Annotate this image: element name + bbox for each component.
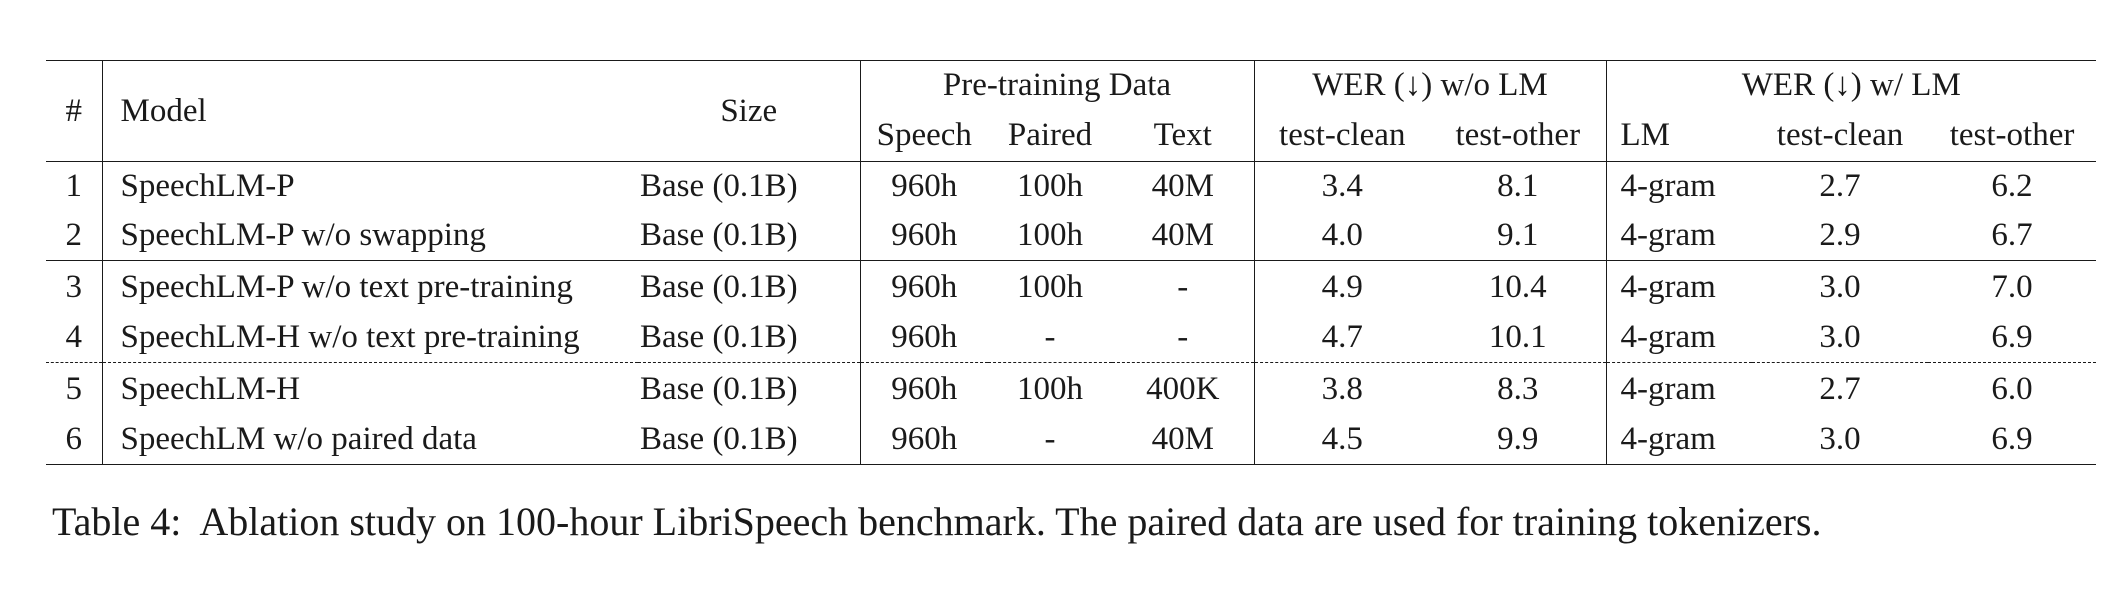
header-text: Text bbox=[1112, 109, 1255, 162]
row-lm-test-other: 7.0 bbox=[1928, 260, 2097, 313]
row-lm-test-clean: 3.0 bbox=[1752, 260, 1929, 313]
row-lm-test-other: 6.9 bbox=[1928, 415, 2097, 465]
row-model: SpeechLM-H w/o text pre-training bbox=[120, 319, 580, 355]
row-text: 400K bbox=[1112, 362, 1255, 415]
header-lm-test-clean: test-clean bbox=[1776, 116, 1904, 153]
table-row: 4 SpeechLM-H w/o text pre-training Base … bbox=[46, 313, 2096, 363]
row-model: SpeechLM w/o paired data bbox=[102, 415, 638, 465]
header-lm: LM bbox=[1620, 116, 1671, 153]
row-model: SpeechLM-H bbox=[102, 362, 638, 415]
row-index: 6 bbox=[46, 415, 103, 465]
header-speech: Speech bbox=[876, 116, 972, 153]
row-index: 4 bbox=[46, 313, 103, 363]
row-test-clean: 4.0 bbox=[1321, 217, 1363, 253]
header-size: Size bbox=[638, 60, 861, 162]
row-speech: 960h bbox=[860, 415, 988, 465]
row-size: Base (0.1B) bbox=[638, 161, 861, 211]
header-test-clean: test-clean bbox=[1279, 116, 1406, 153]
row-paired: 100h bbox=[988, 362, 1112, 415]
row-lm-test-clean: 2.7 bbox=[1752, 362, 1929, 415]
row-text: 40M bbox=[1112, 211, 1255, 261]
row-text: - bbox=[1112, 313, 1255, 363]
row-model: SpeechLM-P w/o text pre-training bbox=[102, 260, 638, 313]
row-lm-test-other: 6.9 bbox=[1991, 319, 2033, 355]
table-row: 3 SpeechLM-P w/o text pre-training Base … bbox=[46, 260, 2097, 313]
row-test-clean: 3.4 bbox=[1254, 161, 1430, 211]
results-table-container: # Model Size Pre-training Data WER (↓) w… bbox=[46, 60, 2097, 465]
row-model: SpeechLM-P w/o swapping bbox=[120, 217, 486, 253]
row-lm: 4-gram bbox=[1606, 415, 1753, 465]
row-lm-test-clean: 2.9 bbox=[1819, 217, 1861, 253]
row-size: Base (0.1B) bbox=[638, 211, 861, 261]
header-lm-test-other: test-other bbox=[1949, 116, 2075, 153]
table-row: 5 SpeechLM-H Base (0.1B) 960h 100h 400K … bbox=[46, 362, 2097, 415]
header-paired: Paired bbox=[1007, 116, 1093, 153]
row-lm-test-clean: 2.7 bbox=[1752, 161, 1929, 211]
row-lm: 4-gram bbox=[1606, 161, 1753, 211]
row-lm-test-other: 6.7 bbox=[1991, 217, 2033, 253]
row-test-other: 9.1 bbox=[1430, 211, 1607, 261]
row-lm: 4-gram bbox=[1620, 217, 1716, 253]
row-size: Base (0.1B) bbox=[638, 415, 861, 465]
header-row-group: # Model Size Pre-training Data WER (↓) w… bbox=[46, 60, 2097, 162]
row-paired: 100h bbox=[988, 260, 1112, 313]
table-row: 6 SpeechLM w/o paired data Base (0.1B) 9… bbox=[46, 415, 2097, 465]
caption-label: Table 4: bbox=[52, 499, 182, 544]
row-model: SpeechLM-P bbox=[102, 161, 638, 211]
row-index: 1 bbox=[46, 161, 103, 211]
row-text: 40M bbox=[1112, 161, 1255, 211]
row-test-other: 9.9 bbox=[1430, 415, 1607, 465]
row-index: 5 bbox=[46, 362, 103, 415]
row-lm-test-other: 6.2 bbox=[1928, 161, 2097, 211]
row-test-clean: 4.7 bbox=[1321, 319, 1363, 355]
row-test-other: 10.1 bbox=[1430, 313, 1607, 363]
row-paired: 100h bbox=[988, 161, 1112, 211]
header-row-columns: Speech Paired Text test-clean test-other… bbox=[46, 109, 2096, 162]
ablation-table: # Model Size Pre-training Data WER (↓) w… bbox=[46, 60, 2097, 465]
caption-text: Ablation study on 100-hour LibriSpeech b… bbox=[199, 499, 1822, 544]
row-lm: 4-gram bbox=[1620, 319, 1716, 355]
row-test-clean: 4.5 bbox=[1254, 415, 1430, 465]
row-paired: - bbox=[988, 415, 1112, 465]
header-index: # bbox=[46, 60, 103, 162]
row-lm-test-other: 6.0 bbox=[1928, 362, 2097, 415]
header-wer-without-lm: WER (↓) w/o LM bbox=[1254, 60, 1607, 109]
header-test-other: test-other bbox=[1430, 109, 1607, 162]
row-speech: 960h bbox=[860, 260, 988, 313]
row-speech: 960h bbox=[860, 161, 988, 211]
header-wer-with-lm: WER (↓) w/ LM bbox=[1606, 60, 2097, 109]
header-model: Model bbox=[102, 60, 638, 162]
row-lm: 4-gram bbox=[1606, 362, 1753, 415]
row-text: 40M bbox=[1112, 415, 1255, 465]
row-paired: - bbox=[1044, 319, 1056, 355]
row-speech: 960h bbox=[860, 362, 988, 415]
row-lm-test-clean: 3.0 bbox=[1819, 319, 1861, 355]
table-caption: Table 4: Ablation study on 100-hour Libri… bbox=[52, 500, 2092, 544]
row-speech: 960h bbox=[891, 217, 958, 253]
row-paired: 100h bbox=[1017, 217, 1083, 253]
row-lm-test-clean: 3.0 bbox=[1752, 415, 1929, 465]
row-test-other: 8.1 bbox=[1430, 161, 1607, 211]
row-test-other: 10.4 bbox=[1430, 260, 1607, 313]
row-test-clean: 3.8 bbox=[1254, 362, 1430, 415]
row-size: Base (0.1B) bbox=[638, 313, 861, 363]
row-index: 2 bbox=[46, 211, 103, 261]
row-test-other: 8.3 bbox=[1430, 362, 1607, 415]
row-speech: 960h bbox=[891, 319, 958, 355]
row-lm: 4-gram bbox=[1606, 260, 1753, 313]
row-text: - bbox=[1112, 260, 1255, 313]
table-row: 1 SpeechLM-P Base (0.1B) 960h 100h 40M 3… bbox=[46, 161, 2097, 211]
header-pretraining-data: Pre-training Data bbox=[860, 60, 1255, 109]
row-size: Base (0.1B) bbox=[638, 260, 861, 313]
row-test-clean: 4.9 bbox=[1254, 260, 1430, 313]
row-index: 3 bbox=[46, 260, 103, 313]
row-size: Base (0.1B) bbox=[638, 362, 861, 415]
table-row: 2 SpeechLM-P w/o swapping Base (0.1B) 96… bbox=[46, 211, 2096, 261]
